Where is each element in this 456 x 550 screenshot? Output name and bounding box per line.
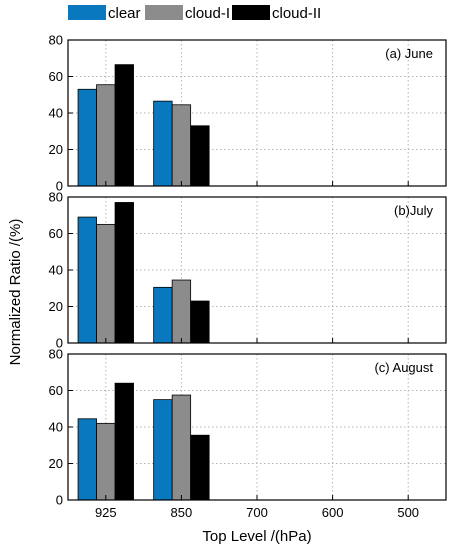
y-axis-title: Normalized Ratio /(%) — [7, 219, 24, 366]
x-axis-title: Top Level /(hPa) — [202, 528, 311, 545]
y-tick-label: 60 — [49, 226, 63, 241]
y-tick-label: 20 — [49, 456, 63, 471]
panel-label: (b)July — [394, 203, 434, 218]
x-tick-label: 600 — [322, 505, 344, 520]
x-tick-label: 500 — [397, 505, 419, 520]
y-tick-label: 80 — [49, 347, 63, 362]
legend-swatch-cloud-II — [232, 5, 270, 20]
x-tick-label: 925 — [95, 505, 117, 520]
y-tick-label: 60 — [49, 383, 63, 398]
legend-label-clear: clear — [108, 5, 141, 22]
bar-cloud-I-850 — [171, 104, 192, 187]
y-tick-label: 0 — [56, 336, 63, 351]
bar-cloud-II-925 — [114, 202, 134, 344]
x-tick-labels: 925 850 700 600 500 — [95, 505, 419, 520]
bar-cloud-I-925 — [96, 223, 116, 344]
bar-clear-925 — [77, 216, 97, 344]
panels: 0 20 40 60 80 (a) June 0 20 40 60 80 (b)July 0 20 40 60… — [49, 33, 447, 520]
bar-clear-925 — [77, 418, 97, 501]
y-tick-label: 80 — [49, 190, 63, 205]
legend-swatch-cloud-I — [145, 5, 183, 20]
bar-clear-850 — [153, 399, 173, 501]
bar-clear-850 — [153, 286, 173, 344]
bar-cloud-II-850 — [190, 125, 210, 187]
legend-label-cloud-II: cloud-II — [272, 5, 321, 22]
y-tick-label: 40 — [49, 420, 63, 435]
legend-swatch-clear — [68, 5, 106, 20]
panel-0: 0 20 40 60 80 (a) June — [49, 33, 447, 194]
y-tick-label: 20 — [49, 142, 63, 157]
bar-cloud-I-850 — [171, 394, 192, 501]
bar-cloud-II-925 — [114, 382, 134, 501]
panel-label: (a) June — [385, 46, 433, 61]
panel-1: 0 20 40 60 80 (b)July — [49, 190, 447, 351]
panel-2: 0 20 40 60 80 (c) August — [49, 347, 447, 508]
bar-cloud-I-925 — [96, 84, 116, 187]
y-tick-label: 40 — [49, 106, 63, 121]
bar-cloud-II-850 — [190, 434, 210, 501]
bar-cloud-I-850 — [171, 279, 192, 344]
panel-label: (c) August — [374, 360, 433, 375]
x-tick-label: 850 — [171, 505, 193, 520]
bar-cloud-II-925 — [114, 64, 134, 187]
y-tick-label: 40 — [49, 263, 63, 278]
bar-clear-850 — [153, 100, 173, 187]
bar-cloud-II-850 — [190, 300, 210, 344]
y-tick-label: 20 — [49, 299, 63, 314]
y-tick-label: 0 — [56, 179, 63, 194]
legend-label-cloud-I: cloud-I — [185, 5, 230, 22]
legend: clear cloud-I cloud-II — [68, 5, 321, 22]
y-tick-label: 0 — [56, 493, 63, 508]
x-tick-label: 700 — [246, 505, 268, 520]
y-tick-label: 80 — [49, 33, 63, 48]
y-tick-label: 60 — [49, 69, 63, 84]
bar-cloud-I-925 — [96, 422, 116, 501]
bar-clear-925 — [77, 88, 97, 187]
